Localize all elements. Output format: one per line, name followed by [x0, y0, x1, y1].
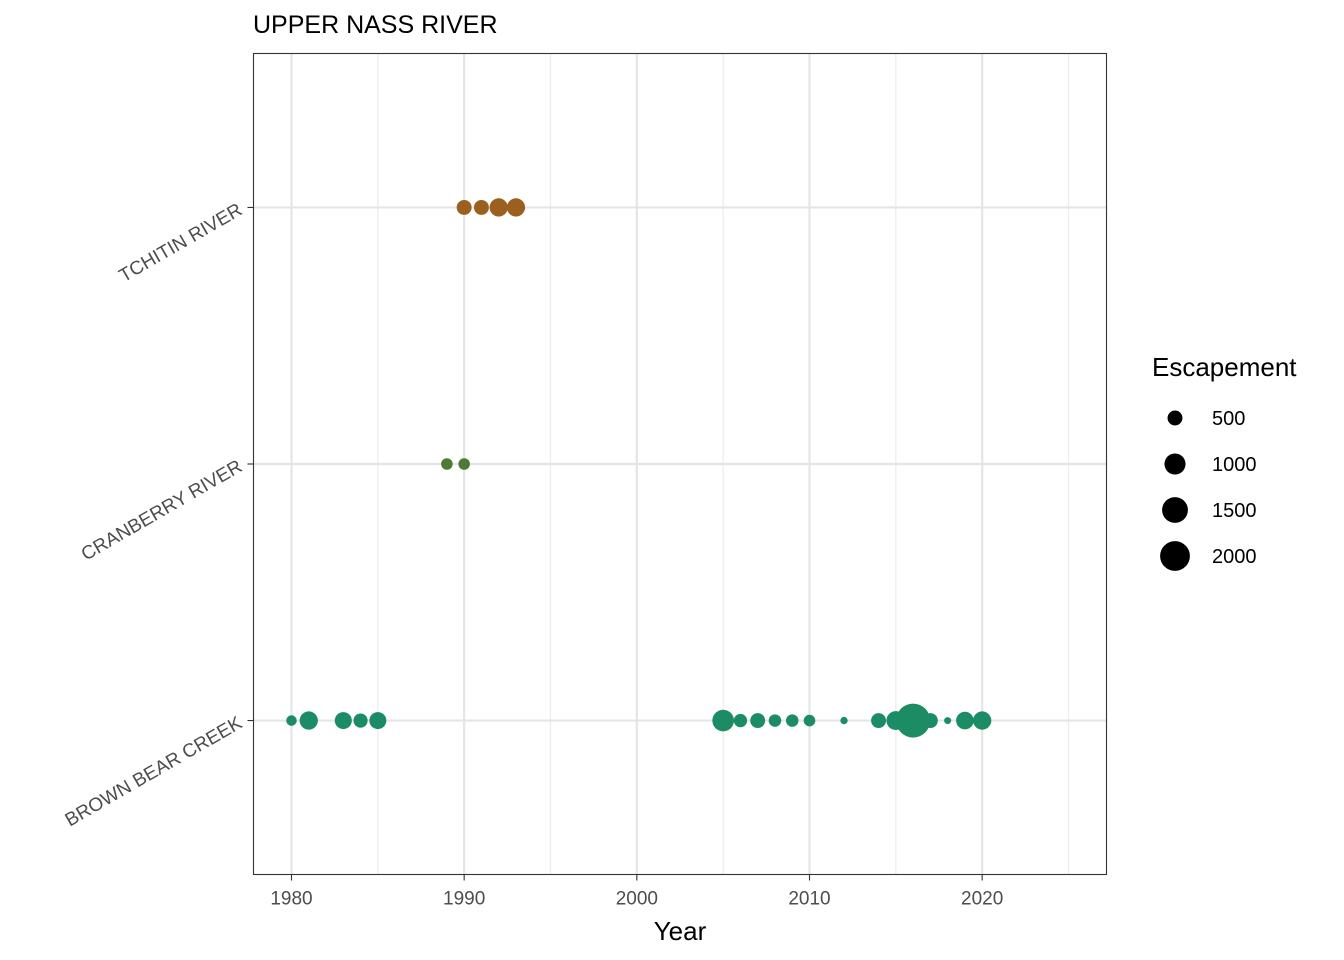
data-point: [369, 712, 387, 730]
data-point: [334, 712, 352, 730]
x-tick-label: 1980: [270, 889, 312, 910]
data-point: [299, 711, 318, 730]
data-points: [286, 198, 992, 738]
data-point: [286, 715, 297, 726]
data-point: [473, 199, 489, 215]
legend-label: 1000: [1212, 454, 1257, 476]
data-point: [456, 199, 472, 215]
x-axis-title: Year: [654, 916, 707, 946]
data-point: [896, 703, 931, 738]
legend-label: 2000: [1212, 546, 1257, 568]
data-point: [458, 458, 470, 470]
y-tick-label: TCHITIN RIVER: [116, 200, 246, 287]
data-point: [750, 713, 766, 729]
x-tick-label: 1990: [443, 889, 485, 910]
y-tick-label: BROWN BEAR CREEK: [62, 713, 246, 832]
x-axis: 1980 1990 2000 2010 2020: [270, 874, 1003, 910]
data-point: [712, 709, 734, 732]
legend-key: [1162, 497, 1188, 523]
x-tick-label: 2020: [961, 889, 1003, 910]
x-tick-label: 2000: [616, 889, 658, 910]
data-point: [441, 458, 453, 470]
data-point: [973, 711, 992, 730]
size-legend: Escapement 500 1000 1500 2000: [1152, 352, 1297, 571]
y-axis: BROWN BEAR CREEK CRANBERRY RIVER TCHITIN R…: [62, 200, 254, 832]
legend-key: [1160, 541, 1190, 571]
data-point: [733, 713, 748, 728]
data-point: [956, 711, 974, 730]
y-tick-label: CRANBERRY RIVER: [78, 456, 246, 565]
x-tick-label: 2010: [788, 889, 830, 910]
chart-title: UPPER NASS RIVER: [253, 11, 498, 39]
legend-key: [1167, 410, 1183, 426]
data-point: [871, 713, 887, 729]
data-point: [840, 716, 848, 725]
data-point: [803, 714, 816, 727]
legend-key: [1164, 453, 1186, 475]
data-point: [922, 713, 938, 729]
legend-label: 1500: [1212, 500, 1257, 522]
legend-label: 500: [1212, 408, 1245, 430]
data-point: [506, 198, 526, 217]
data-point: [489, 198, 508, 217]
data-point: [944, 717, 952, 725]
legend-title: Escapement: [1152, 352, 1297, 382]
data-point: [785, 714, 799, 727]
data-point: [768, 714, 782, 727]
data-point: [353, 713, 368, 728]
